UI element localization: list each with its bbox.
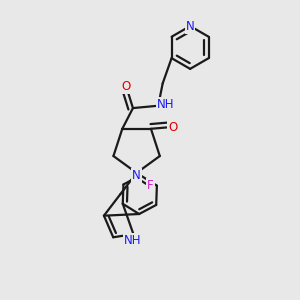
Text: F: F: [147, 179, 154, 192]
Text: O: O: [122, 80, 131, 93]
Text: NH: NH: [157, 98, 174, 111]
Text: N: N: [132, 169, 141, 182]
Text: O: O: [168, 121, 178, 134]
Text: NH: NH: [124, 234, 141, 247]
Text: N: N: [186, 20, 194, 33]
